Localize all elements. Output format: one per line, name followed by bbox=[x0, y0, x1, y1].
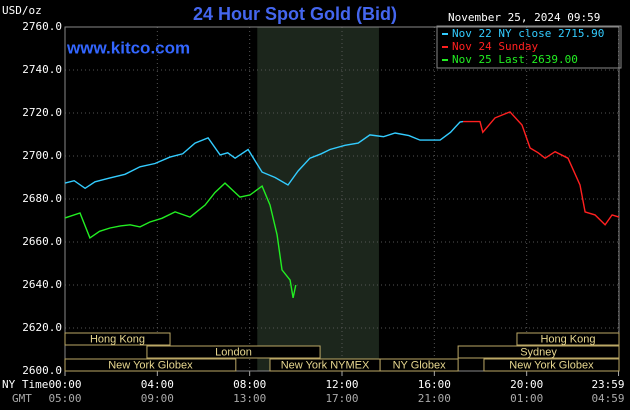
y-tick-label: 2720.0 bbox=[22, 106, 62, 119]
gmt-row-label: GMT bbox=[12, 392, 32, 405]
gmt-tick-label: 01:00 bbox=[510, 392, 543, 405]
gmt-tick-label: 09:00 bbox=[141, 392, 174, 405]
legend-label: Nov 25 Last 2639.00 bbox=[452, 53, 578, 66]
session-label: New York NYMEX bbox=[281, 359, 370, 371]
y-tick-label: 2660.0 bbox=[22, 235, 62, 248]
series-line bbox=[64, 120, 464, 190]
shade-region bbox=[257, 27, 379, 371]
y-tick-label: 2700.0 bbox=[22, 149, 62, 162]
session-label: Hong Kong bbox=[540, 333, 595, 345]
x-tick-label: 04:00 bbox=[141, 378, 174, 391]
x-row-label: NY Time bbox=[2, 378, 48, 391]
x-tick-label: 20:00 bbox=[510, 378, 543, 391]
session-label: NY Globex bbox=[393, 359, 446, 371]
y-tick-label: 2760.0 bbox=[22, 20, 62, 33]
chart-title: 24 Hour Spot Gold (Bid) bbox=[193, 4, 397, 24]
session-label: New York Globex bbox=[509, 359, 594, 371]
x-tick-label: 00:00 bbox=[48, 378, 81, 391]
timestamp: November 25, 2024 09:59 bbox=[448, 11, 600, 24]
gmt-tick-label: 04:59 bbox=[591, 392, 624, 405]
session-box bbox=[64, 358, 237, 372]
y-tick-label: 2640.0 bbox=[22, 278, 62, 291]
legend-label: Nov 22 NY close 2715.90 bbox=[452, 27, 604, 40]
legend-box bbox=[436, 25, 622, 69]
session-label: London bbox=[215, 346, 252, 358]
x-tick-label: 12:00 bbox=[325, 378, 358, 391]
gmt-tick-label: 13:00 bbox=[233, 392, 266, 405]
gmt-tick-label: 17:00 bbox=[325, 392, 358, 405]
unit-label: USD/oz bbox=[2, 4, 42, 17]
session-label: Hong Kong bbox=[90, 333, 145, 345]
session-box bbox=[379, 358, 459, 372]
series-line bbox=[463, 111, 620, 226]
legend-label: Nov 24 Sunday bbox=[452, 40, 538, 53]
session-box bbox=[516, 332, 620, 346]
gmt-tick-label: 05:00 bbox=[48, 392, 81, 405]
x-tick-label: 16:00 bbox=[418, 378, 451, 391]
y-tick-label: 2680.0 bbox=[22, 192, 62, 205]
session-label: New York Globex bbox=[108, 359, 193, 371]
y-tick-label: 2620.0 bbox=[22, 321, 62, 334]
series-line bbox=[64, 182, 297, 299]
session-box bbox=[457, 345, 620, 359]
site-label: www.kitco.com bbox=[66, 38, 190, 57]
session-box bbox=[64, 332, 171, 346]
y-tick-label: 2600.0 bbox=[22, 364, 62, 377]
session-box bbox=[146, 345, 321, 359]
gmt-tick-label: 21:00 bbox=[418, 392, 451, 405]
x-tick-label: 23:59 bbox=[591, 378, 624, 391]
x-tick-label: 08:00 bbox=[233, 378, 266, 391]
session-label: Sydney bbox=[520, 346, 557, 358]
y-tick-label: 2740.0 bbox=[22, 63, 62, 76]
session-box bbox=[483, 358, 620, 372]
